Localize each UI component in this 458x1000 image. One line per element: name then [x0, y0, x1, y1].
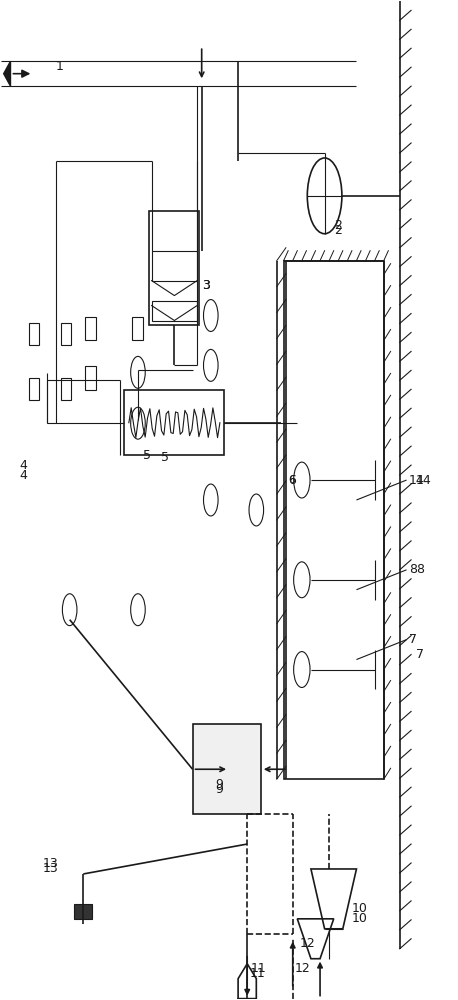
Circle shape	[249, 494, 264, 526]
Circle shape	[131, 407, 145, 439]
Text: 10: 10	[352, 902, 368, 915]
Text: 11: 11	[250, 967, 265, 980]
Text: 11: 11	[251, 962, 266, 975]
Circle shape	[203, 484, 218, 516]
Text: 8: 8	[416, 563, 424, 576]
Bar	[149, 211, 199, 325]
Circle shape	[307, 158, 342, 234]
Text: 2: 2	[334, 224, 342, 237]
Circle shape	[294, 462, 310, 498]
Bar	[74, 904, 93, 919]
Text: 9: 9	[215, 783, 223, 796]
Circle shape	[131, 594, 145, 626]
Text: 3: 3	[202, 279, 210, 292]
Bar	[29, 323, 39, 345]
Bar	[124, 390, 224, 455]
Bar	[192, 724, 261, 814]
Text: 10: 10	[352, 912, 368, 925]
Text: 13: 13	[42, 857, 58, 870]
Bar	[152, 251, 197, 281]
Text: 14: 14	[409, 474, 425, 487]
Circle shape	[62, 594, 77, 626]
Text: 12: 12	[300, 937, 315, 950]
Text: 13: 13	[42, 862, 58, 875]
Text: 1: 1	[56, 60, 64, 73]
Text: 6: 6	[288, 474, 296, 487]
Text: 14: 14	[416, 474, 431, 487]
Bar	[60, 323, 71, 345]
Bar	[284, 261, 384, 779]
Bar	[85, 366, 96, 390]
Text: 2: 2	[334, 219, 342, 232]
Bar	[60, 378, 71, 400]
Bar	[85, 317, 96, 340]
Text: 12: 12	[295, 962, 311, 975]
Text: 7: 7	[416, 648, 424, 661]
Circle shape	[203, 349, 218, 381]
Circle shape	[131, 356, 145, 388]
Circle shape	[294, 562, 310, 598]
Text: 5: 5	[142, 449, 151, 462]
Text: 4: 4	[20, 469, 27, 482]
Text: 9: 9	[215, 778, 223, 791]
Circle shape	[203, 300, 218, 331]
Text: 3: 3	[202, 279, 210, 292]
Bar	[29, 378, 39, 400]
Text: 7: 7	[409, 633, 417, 646]
Text: 4: 4	[20, 459, 27, 472]
Bar	[132, 317, 143, 340]
Polygon shape	[4, 61, 11, 86]
Text: 8: 8	[409, 563, 417, 576]
Bar	[152, 301, 197, 321]
Text: 5: 5	[161, 451, 169, 464]
Circle shape	[294, 652, 310, 687]
Text: 6: 6	[288, 475, 295, 485]
